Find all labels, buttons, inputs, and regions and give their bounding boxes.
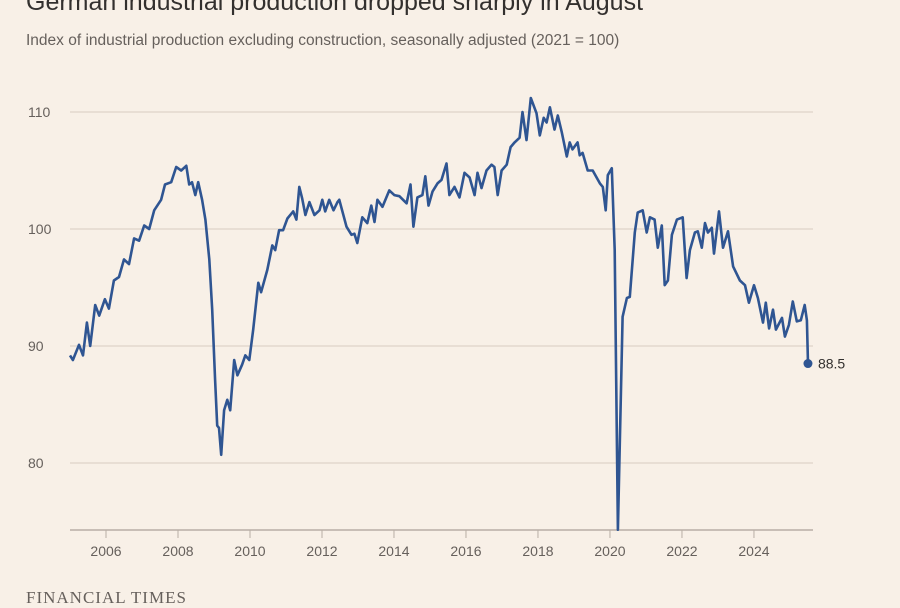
chart-subtitle: Index of industrial production excluding… xyxy=(26,32,620,49)
ft-logo: FINANCIAL TIMES xyxy=(26,588,187,607)
x-tick-label: 2016 xyxy=(450,543,481,559)
y-tick-label: 90 xyxy=(28,338,44,354)
y-tick-label: 110 xyxy=(28,104,51,120)
x-tick-label: 2018 xyxy=(522,543,553,559)
y-tick-label: 100 xyxy=(28,221,52,237)
x-tick-label: 2020 xyxy=(594,543,625,559)
x-tick-label: 2012 xyxy=(306,543,337,559)
x-tick-label: 2024 xyxy=(738,543,769,559)
y-tick-label: 80 xyxy=(28,455,44,471)
end-point-marker xyxy=(803,359,813,369)
chart-title: German industrial production dropped sha… xyxy=(26,0,644,16)
end-value-label: 88.5 xyxy=(818,356,845,372)
x-tick-label: 2022 xyxy=(666,543,697,559)
series-line xyxy=(68,96,810,531)
x-tick-label: 2008 xyxy=(162,543,193,559)
x-tick-label: 2014 xyxy=(378,543,409,559)
x-tick-label: 2010 xyxy=(234,543,265,559)
x-tick-label: 2006 xyxy=(90,543,121,559)
